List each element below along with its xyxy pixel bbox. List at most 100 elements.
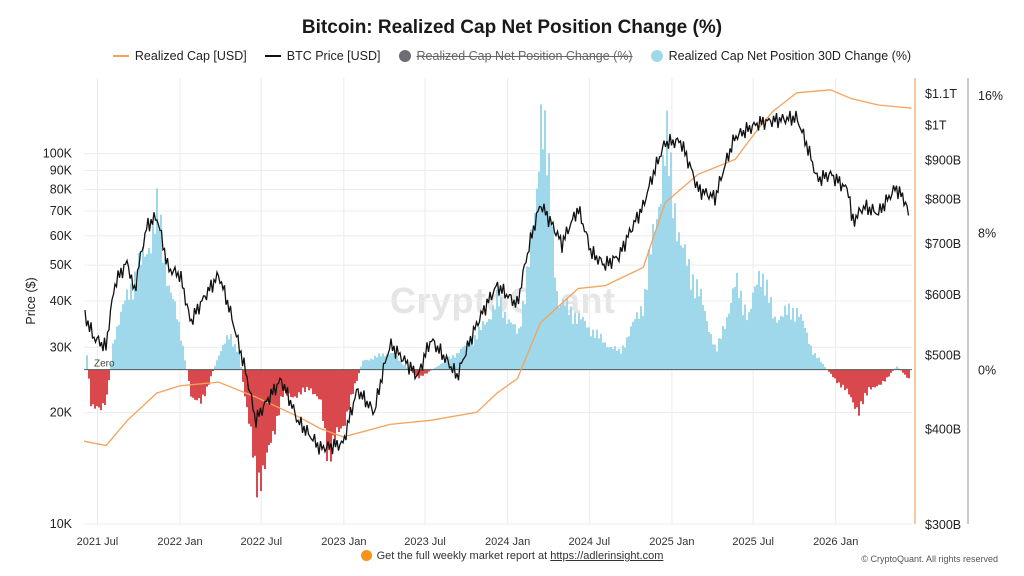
change-bar	[574, 312, 576, 370]
change-bar	[516, 333, 518, 370]
change-bar	[458, 353, 460, 370]
y-right-cap-tick-label: $500B	[925, 348, 961, 362]
change-bar	[676, 241, 678, 370]
change-bar	[848, 369, 850, 395]
change-bar	[394, 356, 396, 370]
change-bar	[312, 369, 314, 395]
change-bar	[622, 345, 624, 370]
change-bar	[178, 321, 180, 370]
change-bar	[222, 344, 224, 370]
change-bar	[406, 367, 408, 370]
change-bar	[160, 214, 162, 370]
change-bar	[410, 369, 412, 371]
change-bar	[562, 299, 564, 370]
y-left-tick-label: 80K	[50, 183, 73, 197]
change-bar	[288, 369, 290, 394]
change-bar	[548, 153, 550, 370]
change-bar	[808, 343, 810, 370]
change-bar	[856, 369, 858, 408]
change-bar	[172, 299, 174, 370]
y-left-tick-label: 50K	[50, 258, 73, 272]
change-bar	[682, 247, 684, 370]
change-bar	[528, 266, 530, 370]
change-bar	[766, 279, 768, 370]
change-bar	[506, 323, 508, 370]
legend-item-net-position-30d-change[interactable]: Realized Cap Net Position 30D Change (%)	[650, 49, 911, 63]
change-bar	[738, 298, 740, 370]
change-bar	[800, 314, 802, 370]
change-bar	[638, 318, 640, 370]
change-bar	[104, 369, 106, 405]
change-bar	[480, 329, 482, 370]
change-bar	[96, 369, 98, 407]
change-bar	[894, 368, 896, 370]
change-bar	[794, 321, 796, 370]
change-bar	[498, 306, 500, 370]
change-bar	[396, 356, 398, 370]
chart-title: Bitcoin: Realized Cap Net Position Chang…	[301, 17, 723, 38]
change-bar	[318, 369, 320, 400]
footer-note: Get the full weekly market report at htt…	[0, 550, 1024, 562]
change-bar	[644, 289, 646, 370]
change-bar	[282, 369, 284, 398]
legend-item-net-position-change[interactable]: Realized Cap Net Position Change (%)	[398, 49, 633, 63]
change-bar	[716, 351, 718, 370]
change-bar	[568, 314, 570, 370]
change-bar	[632, 321, 634, 370]
change-bar	[896, 366, 898, 370]
change-bar	[192, 369, 194, 398]
change-bar	[494, 309, 496, 370]
change-bar	[694, 298, 696, 370]
change-bar	[776, 322, 778, 370]
change-bar	[220, 350, 222, 370]
change-bar	[254, 369, 256, 456]
change-bar	[778, 320, 780, 370]
x-tick-label: 2022 Jul	[240, 536, 282, 548]
change-bar	[226, 335, 228, 370]
change-bar	[842, 369, 844, 385]
change-bar	[616, 350, 618, 370]
change-bar	[388, 354, 390, 370]
legend-item-btc-price[interactable]: BTC Price [USD]	[264, 49, 381, 63]
change-bar	[512, 324, 514, 370]
change-bar	[850, 369, 852, 398]
change-bar	[140, 264, 142, 370]
change-bar	[182, 345, 184, 370]
change-bar	[146, 254, 148, 370]
legend-item-realized-cap[interactable]: Realized Cap [USD]	[112, 49, 247, 63]
change-bar	[666, 110, 668, 370]
y-right-cap-tick-label: $1T	[925, 118, 947, 132]
footer-link[interactable]: https://adlerinsight.com	[550, 550, 664, 562]
change-bar	[374, 355, 376, 370]
change-bar	[636, 312, 638, 370]
change-bar	[844, 369, 846, 391]
change-bar	[386, 354, 388, 370]
legend-dot-icon	[650, 50, 663, 62]
change-bar	[690, 289, 692, 370]
change-bar	[358, 369, 360, 374]
change-bar	[380, 356, 382, 370]
change-bar	[444, 359, 446, 370]
change-bar	[728, 313, 730, 370]
change-bar	[324, 369, 326, 429]
change-bar	[722, 326, 724, 370]
change-bar	[642, 316, 644, 370]
change-bar	[744, 304, 746, 370]
change-bar	[882, 369, 884, 381]
change-bar	[544, 110, 546, 370]
change-bar	[174, 301, 176, 370]
change-bar	[402, 364, 404, 370]
change-bar	[102, 369, 104, 404]
change-bar	[130, 283, 132, 370]
change-bar	[248, 369, 250, 424]
change-bar	[260, 369, 262, 492]
y-right-pct-tick-label: 16%	[978, 89, 1003, 103]
change-bar	[452, 355, 454, 370]
change-bar	[768, 302, 770, 370]
change-bar	[876, 369, 878, 387]
y-left-tick-label: 20K	[50, 406, 73, 420]
change-bar	[258, 369, 260, 473]
change-bar	[730, 302, 732, 370]
change-bar	[906, 369, 908, 378]
change-bar	[332, 369, 334, 436]
